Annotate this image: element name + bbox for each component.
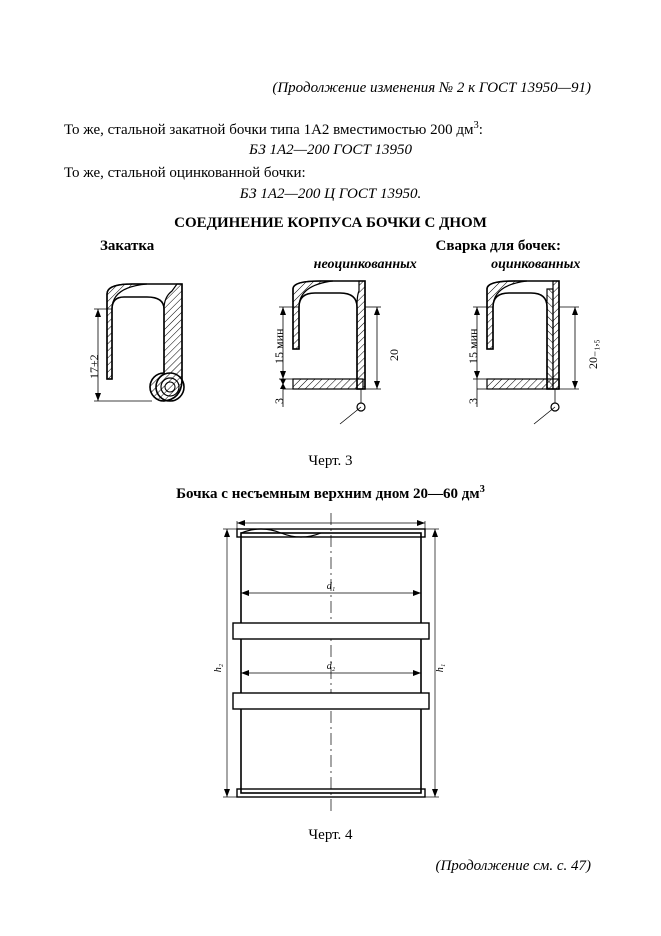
diagram-otsink: 15 мин 3 20₋₁,₅	[439, 279, 609, 449]
fig4-title-sup: 3	[480, 484, 485, 495]
diagrams-row: 17±2	[40, 279, 621, 449]
sub-header-1: неоцинкованных	[280, 257, 451, 273]
column-headers: Закатка Сварка для бочек:	[40, 238, 621, 255]
sub-headers: неоцинкованных оцинкованных	[40, 257, 621, 273]
para-line1: То же, стальной закатной бочки типа 1А2 …	[40, 119, 621, 140]
designation-1: БЗ 1А2—200 ГОСТ 13950	[40, 142, 621, 159]
header-continuation: (Продолжение изменения № 2 к ГОСТ 13950—…	[40, 80, 591, 97]
svg-text:h₁: h₁	[435, 663, 446, 671]
col-header-2: Сварка для бочек:	[340, 238, 621, 255]
footer-continuation: (Продолжение см. с. 47)	[40, 858, 591, 875]
col-header-1: Закатка	[40, 238, 340, 255]
dim-d2-3: 20	[387, 349, 402, 361]
fig4-title-text: Бочка с несъемным верхним дном 20—60 дм	[176, 486, 479, 502]
diagram-zakatka: 17±2	[52, 279, 222, 449]
sub-header-2: оцинкованных	[451, 257, 622, 273]
dim-d2-2: 3	[272, 398, 287, 404]
designation-2: БЗ 1А2—200 Ц ГОСТ 13950.	[40, 186, 621, 203]
dim-d3-2: 3	[466, 398, 481, 404]
diagram-neotsink: 15 мин 3 20	[245, 279, 415, 449]
figure-4-title: Бочка с несъемным верхним дном 20—60 дм3	[40, 484, 621, 503]
section-title: СОЕДИНЕНИЕ КОРПУСА БОЧКИ С ДНОМ	[40, 215, 621, 232]
svg-text:h₂: h₂	[213, 663, 224, 672]
dim-d1-1: 17±2	[87, 354, 102, 379]
barrel-diagram: d₁ d₂ h₂ h₁	[40, 513, 621, 823]
dim-d2-1: 15 мин	[272, 328, 287, 363]
figure-3-label: Черт. 3	[40, 453, 621, 470]
line1-text: То же, стальной закатной бочки типа 1А2 …	[64, 122, 474, 138]
para-line2: То же, стальной оцинкованной бочки:	[40, 163, 621, 183]
svg-text:d₂: d₂	[326, 661, 335, 672]
svg-text:d₁: d₁	[326, 581, 334, 592]
line1-end: :	[479, 122, 483, 138]
figure-4-label: Черт. 4	[40, 827, 621, 844]
dim-d3-3: 20₋₁,₅	[586, 339, 601, 369]
dim-d3-1: 15 мин	[466, 328, 481, 363]
